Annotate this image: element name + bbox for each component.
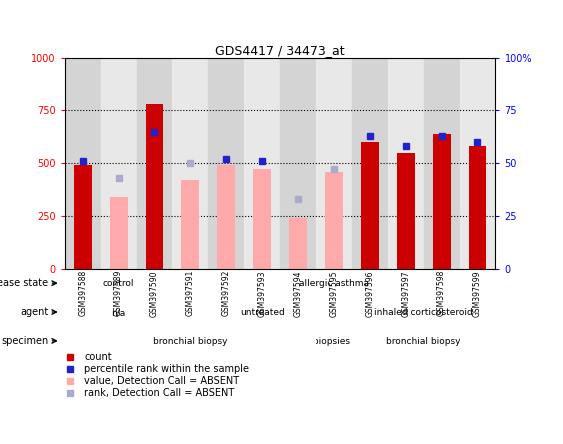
Bar bbox=[101, 58, 137, 269]
Bar bbox=[74, 165, 92, 269]
Bar bbox=[352, 58, 388, 269]
Bar bbox=[217, 165, 235, 269]
Text: bronchial biopsy: bronchial biopsy bbox=[153, 337, 227, 346]
Bar bbox=[424, 58, 459, 269]
Bar bbox=[468, 147, 486, 269]
Bar bbox=[289, 218, 307, 269]
Text: inhaled corticosteroid: inhaled corticosteroid bbox=[374, 308, 473, 317]
Text: n/a: n/a bbox=[111, 308, 126, 317]
Bar bbox=[361, 142, 379, 269]
Text: percentile rank within the sample: percentile rank within the sample bbox=[84, 365, 249, 374]
Bar bbox=[244, 58, 280, 269]
Bar bbox=[388, 58, 424, 269]
Text: bronchial biopsies (pool of 6): bronchial biopsies (pool of 6) bbox=[268, 337, 400, 346]
Bar bbox=[145, 104, 163, 269]
Text: allergic asthma: allergic asthma bbox=[299, 279, 369, 288]
Bar bbox=[65, 58, 101, 269]
Text: disease state: disease state bbox=[0, 278, 48, 288]
Text: rank, Detection Call = ABSENT: rank, Detection Call = ABSENT bbox=[84, 388, 234, 398]
Bar bbox=[397, 153, 415, 269]
Bar bbox=[181, 180, 199, 269]
Bar bbox=[253, 170, 271, 269]
Bar bbox=[432, 134, 450, 269]
Bar bbox=[208, 58, 244, 269]
Text: untreated: untreated bbox=[240, 308, 284, 317]
Text: count: count bbox=[84, 353, 111, 362]
Bar bbox=[325, 172, 343, 269]
Bar bbox=[280, 58, 316, 269]
Text: value, Detection Call = ABSENT: value, Detection Call = ABSENT bbox=[84, 377, 239, 386]
Bar bbox=[137, 58, 172, 269]
Text: control: control bbox=[103, 279, 135, 288]
Bar bbox=[316, 58, 352, 269]
Bar bbox=[172, 58, 208, 269]
Text: specimen: specimen bbox=[1, 336, 48, 346]
Text: agent: agent bbox=[20, 307, 48, 317]
Title: GDS4417 / 34473_at: GDS4417 / 34473_at bbox=[215, 44, 345, 56]
Bar bbox=[110, 197, 128, 269]
Text: bronchial biopsy: bronchial biopsy bbox=[386, 337, 461, 346]
Bar bbox=[459, 58, 495, 269]
